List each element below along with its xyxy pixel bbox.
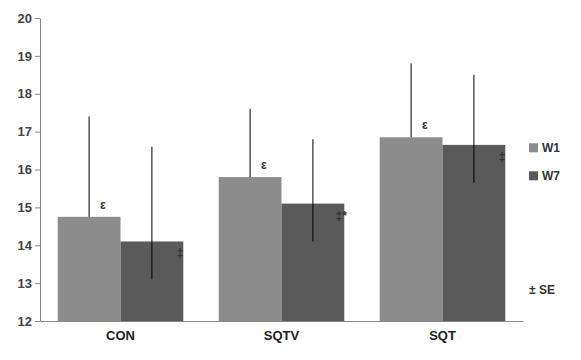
x-axis-line: [41, 321, 524, 322]
annotation: ε: [422, 118, 428, 132]
y-tick-mark: [35, 94, 40, 95]
y-tick-mark: [35, 132, 40, 133]
y-tick-label: 13: [18, 276, 32, 291]
y-axis-line: [40, 19, 41, 322]
y-tick-mark: [35, 321, 40, 322]
annotation: ε: [100, 198, 106, 212]
x-tick: SQT: [429, 321, 456, 343]
x-tick-label: SQT: [429, 328, 456, 343]
y-tick-label: 18: [18, 86, 32, 101]
error-bar: [151, 241, 152, 279]
x-axis: CON SQTV SQT: [41, 321, 524, 343]
y-tick-label: 12: [18, 314, 32, 329]
bar: [58, 217, 121, 321]
y-tick: 16: [18, 162, 40, 177]
y-tick: 20: [18, 11, 40, 26]
legend-swatch: [529, 171, 538, 180]
y-tick: 14: [18, 238, 40, 253]
bars: [58, 63, 506, 321]
y-tick: 19: [18, 49, 40, 64]
error-bar: [312, 204, 313, 242]
error-bar: [89, 116, 90, 216]
bar: [443, 145, 506, 321]
y-tick-label: 17: [18, 124, 32, 139]
y-tick: 13: [18, 276, 40, 291]
y-tick: 18: [18, 86, 40, 101]
error-bar: [473, 145, 474, 183]
y-tick-label: 16: [18, 162, 32, 177]
error-bar: [151, 147, 152, 242]
y-tick-mark: [35, 207, 40, 208]
y-tick-mark: [35, 56, 40, 57]
error-bar: [473, 75, 474, 145]
annotation: ‡: [499, 150, 506, 164]
y-tick: 15: [18, 200, 40, 215]
y-tick-label: 19: [18, 49, 32, 64]
x-tick-label: CON: [106, 328, 135, 343]
error-bar: [411, 63, 412, 137]
y-tick: 12: [18, 314, 40, 329]
y-axis: 12 13 14 15 16 17 18 19 20: [18, 11, 41, 329]
error-bar: [312, 139, 313, 203]
chart: ε ε ε ‡ ‡* ‡ 12 13 14 15 16 17 18 19 20 CON SQTV SQT W1 W7 ±…: [0, 0, 581, 360]
legend-swatch: [529, 143, 538, 152]
y-tick-label: 15: [18, 200, 32, 215]
x-tick: SQTV: [264, 321, 300, 343]
legend-label: W1: [542, 141, 560, 155]
annotation: ε: [261, 158, 267, 172]
legend-label: W7: [542, 169, 560, 183]
error-bar: [250, 109, 251, 177]
plot: ε ε ε ‡ ‡* ‡ 12 13 14 15 16 17 18 19 20 CON SQTV SQT: [18, 11, 524, 344]
y-tick-label: 20: [18, 11, 32, 26]
y-tick-mark: [35, 245, 40, 246]
bar: [121, 241, 184, 321]
annotation: ‡*: [335, 209, 347, 223]
x-tick: CON: [106, 321, 135, 343]
annotation: ‡: [177, 246, 184, 260]
y-tick-mark: [35, 170, 40, 171]
x-tick-label: SQTV: [264, 328, 300, 343]
error-note: ± SE: [529, 283, 555, 297]
y-tick: 17: [18, 124, 40, 139]
y-tick-mark: [35, 283, 40, 284]
legend: W1 W7: [529, 141, 560, 183]
bar: [219, 177, 282, 321]
bar: [380, 137, 443, 321]
y-tick-label: 14: [18, 238, 33, 253]
y-tick-mark: [35, 18, 40, 19]
